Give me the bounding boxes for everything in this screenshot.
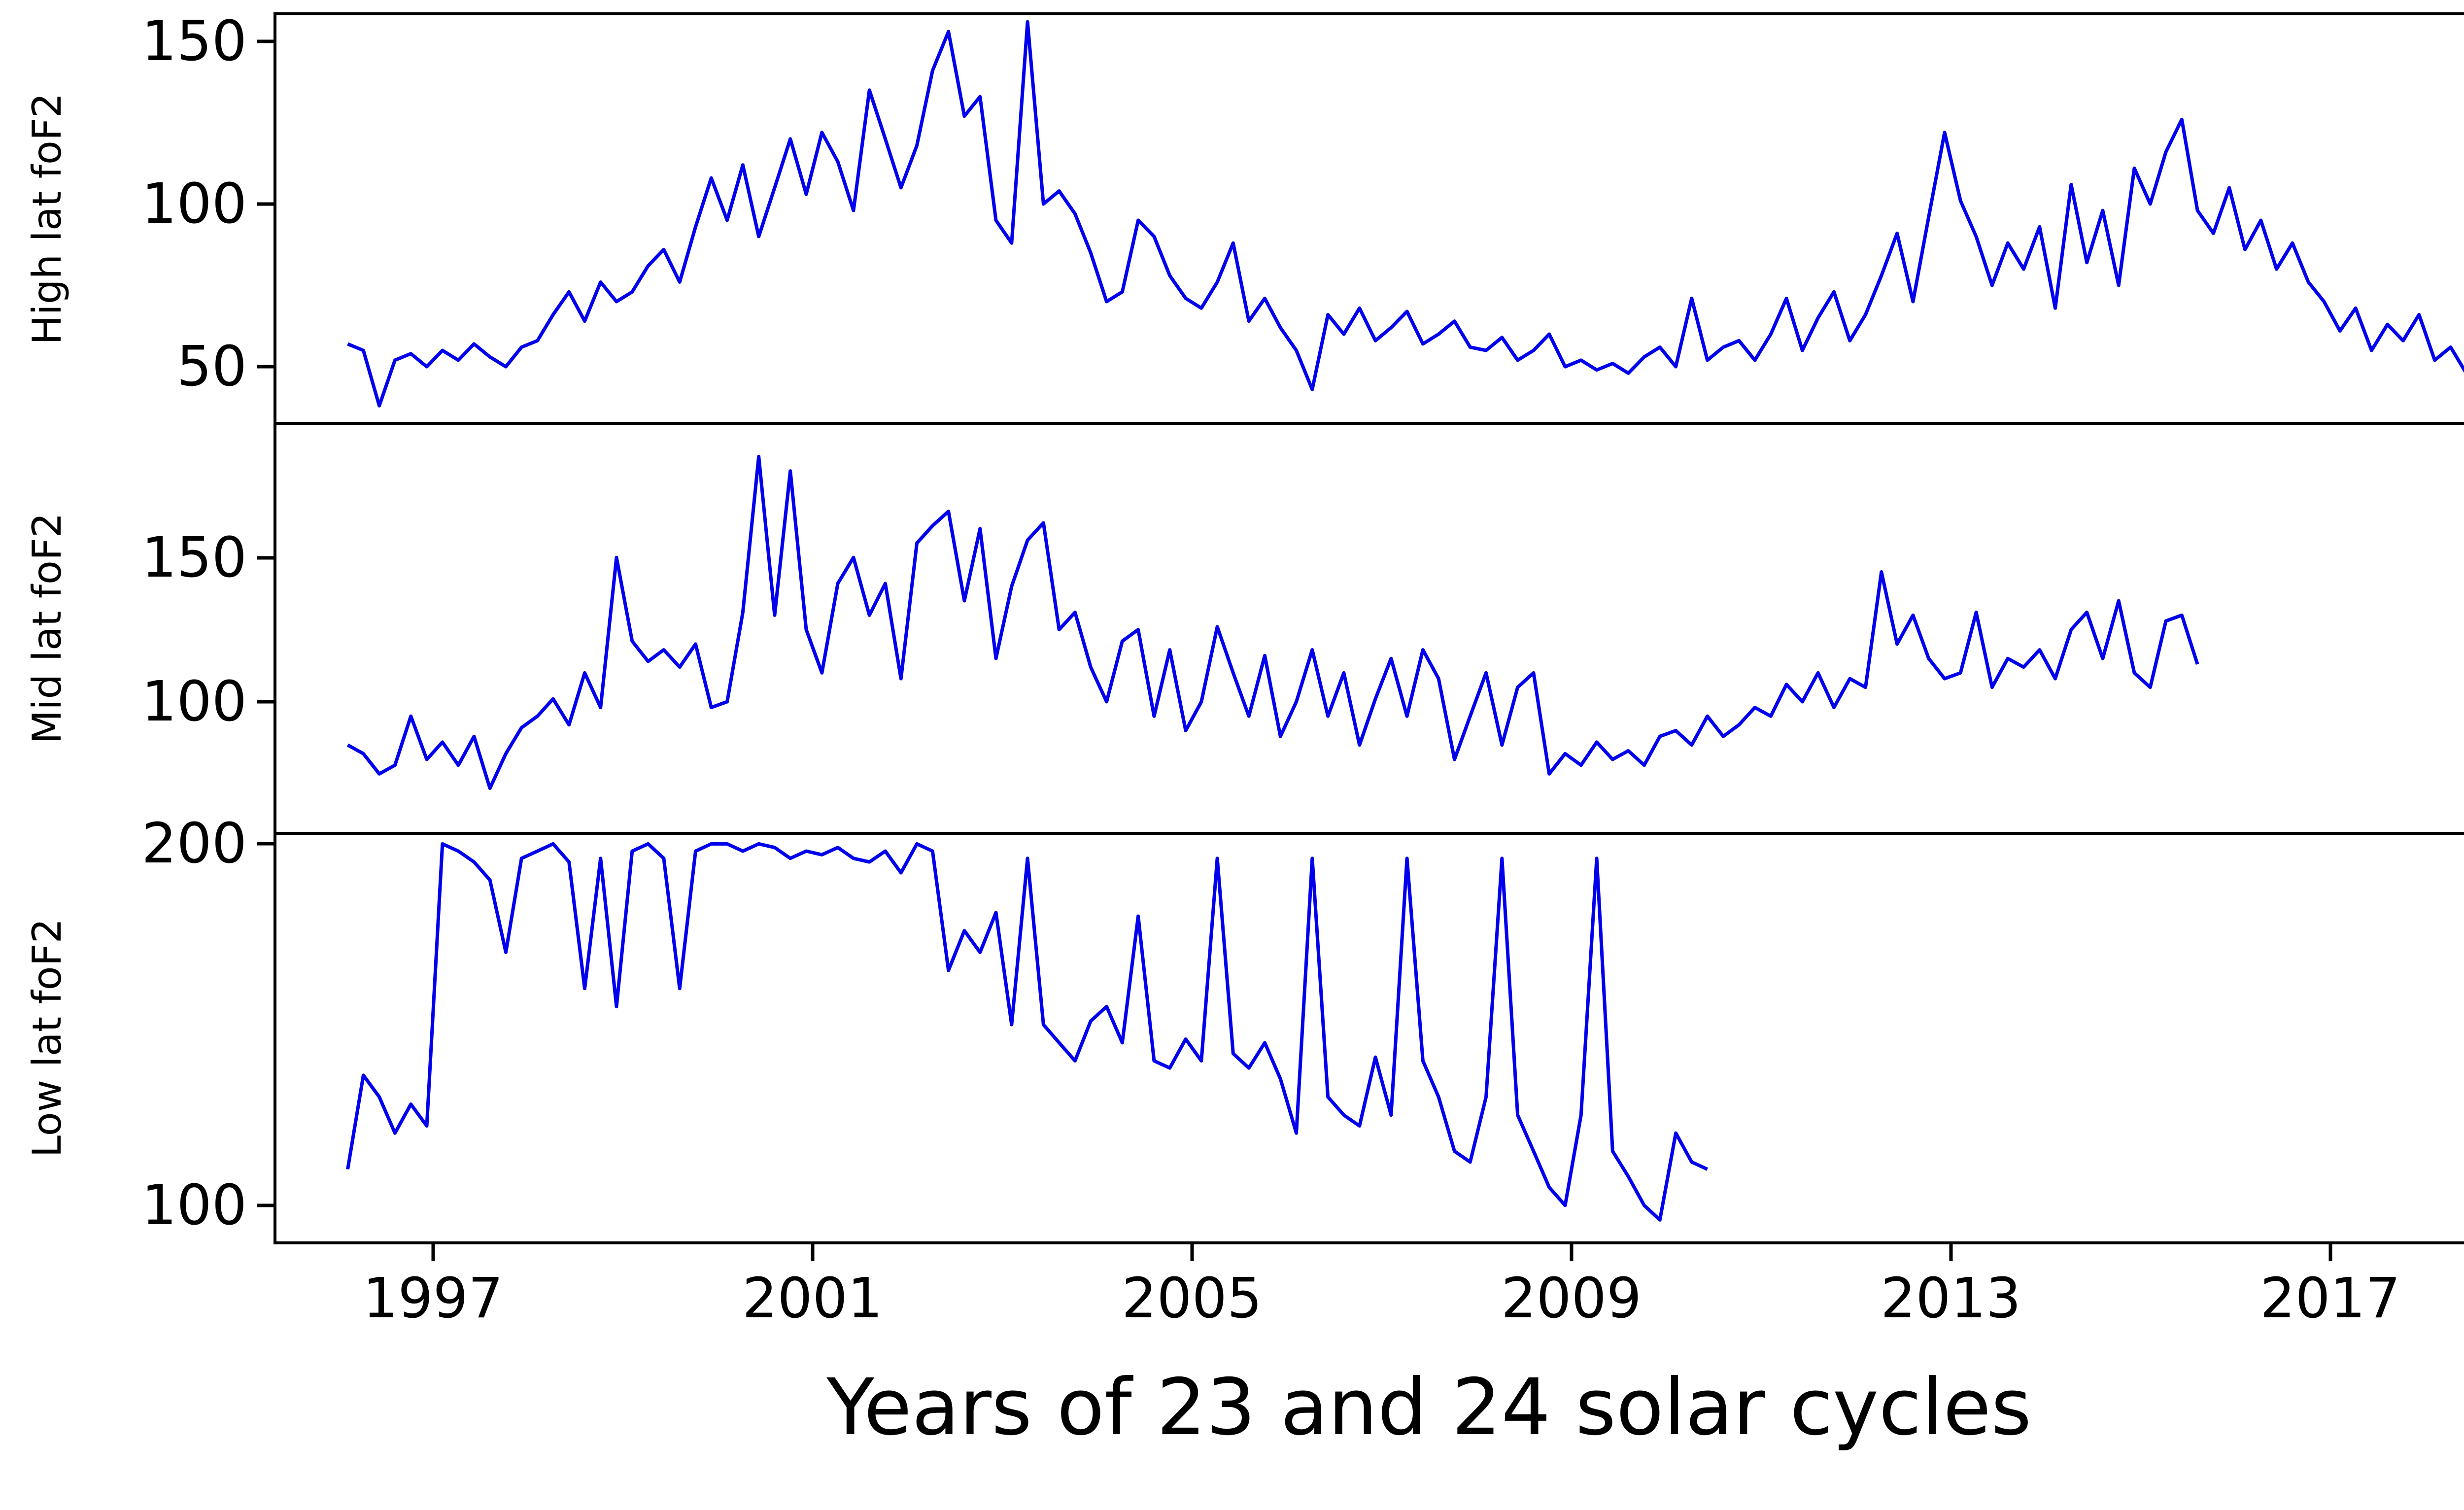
- y-tick-mark: [257, 842, 276, 846]
- panel-high-lat-fof2: High lat foF2 50 100 150: [24, 14, 2464, 422]
- y-tick-mark: [257, 365, 276, 369]
- y-tick-label: 100: [141, 172, 247, 236]
- y-tick-label: 150: [141, 525, 247, 590]
- x-axis-title: Years of 23 and 24 solar cycles: [826, 1362, 2032, 1453]
- y-tick-label: 50: [176, 335, 247, 399]
- y-tick-mark: [257, 556, 276, 560]
- y-axis-label-mid-lat: Mid lat foF2: [24, 513, 70, 744]
- x-tick-mark: [1190, 1241, 1194, 1261]
- x-tick-label: 2009: [1501, 1266, 1642, 1331]
- x-tick-label: 1997: [363, 1266, 504, 1331]
- line-chart-high-lat: [276, 15, 2464, 422]
- x-tick-mark: [1570, 1241, 1574, 1261]
- series-line: [348, 457, 2198, 789]
- y-axis-label-low-lat: Low lat foF2: [24, 918, 70, 1158]
- x-tick-mark: [2328, 1241, 2332, 1261]
- y-tick-label: 150: [141, 9, 247, 73]
- y-tick-mark: [257, 1203, 276, 1207]
- y-tick-mark: [257, 39, 276, 43]
- x-tick-label: 2017: [2260, 1266, 2401, 1331]
- x-tick-mark: [811, 1241, 815, 1261]
- y-tick-mark: [257, 700, 276, 704]
- x-tick-label: 2013: [1881, 1266, 2021, 1331]
- x-tick-mark: [1949, 1241, 1953, 1261]
- series-line: [348, 22, 2464, 406]
- panel-mid-lat-fof2: Mid lat foF2 100 150: [24, 422, 2464, 831]
- y-tick-label: 200: [141, 811, 247, 876]
- x-tick-label: 2005: [1122, 1266, 1263, 1331]
- line-chart-mid-lat: [276, 425, 2464, 831]
- y-tick-label: 100: [141, 1173, 247, 1237]
- y-axis-label-high-lat: High lat foF2: [24, 92, 70, 345]
- plot-area: High lat foF2 50 100 150 Mid lat foF2 100 1…: [24, 12, 2464, 1326]
- line-chart-low-lat: [276, 835, 2464, 1241]
- panel-low-lat-fof2: Low lat foF2 100 200 1997 2001 2005 2009 2013 2…: [24, 816, 2464, 1326]
- y-tick-label: 100: [141, 670, 247, 734]
- series-line: [348, 844, 1708, 1220]
- y-tick-mark: [257, 202, 276, 206]
- x-tick-label: 2001: [742, 1266, 883, 1331]
- x-tick-mark: [431, 1241, 435, 1261]
